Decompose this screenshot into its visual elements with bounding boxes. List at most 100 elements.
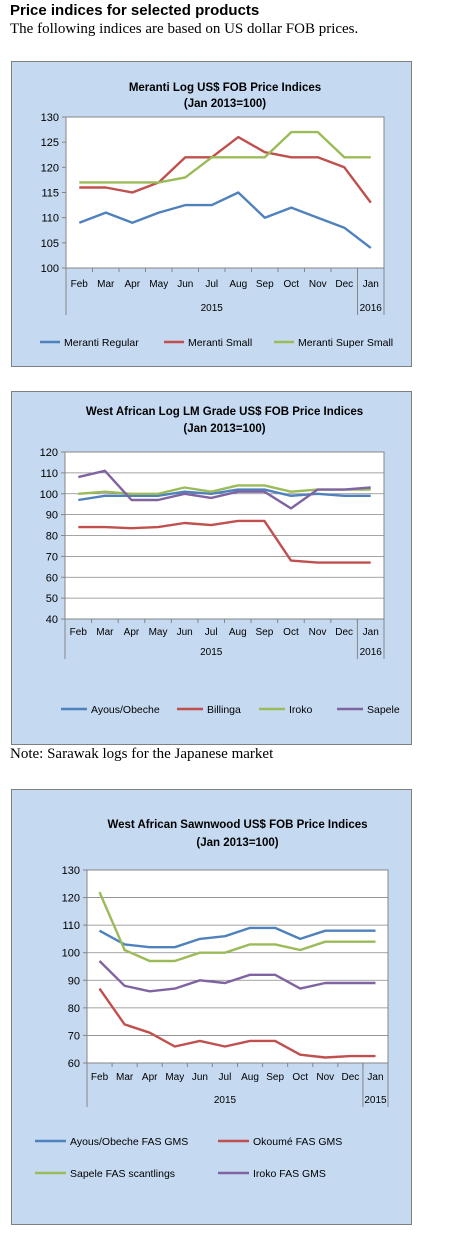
x-tick-label: Jun [192, 1072, 208, 1083]
x-tick-label: Jul [205, 627, 218, 638]
y-tick-label: 80 [46, 531, 58, 543]
plot-area [65, 116, 385, 269]
legend-label: Sapele FAS scantlings [70, 1168, 175, 1180]
x-tick-label: Jun [177, 627, 193, 638]
y-tick-label: 60 [46, 572, 58, 584]
x-tick-label: Oct [283, 279, 299, 290]
chart-subtitle: (Jan 2013=100) [183, 423, 265, 435]
x-tick-label: Jan [367, 1072, 383, 1083]
series-line-2 [79, 135, 372, 204]
x-tick-label: Dec [341, 1072, 359, 1083]
x-tick-label: Mar [96, 627, 114, 638]
chart-title: West African Log LM Grade US$ FOB Price … [86, 406, 363, 418]
legend-label: Ayous/Obeche FAS GMS [70, 1136, 188, 1148]
x-tick-label: Feb [71, 279, 89, 290]
y-tick-label: 120 [40, 447, 58, 459]
west-african-log-chart-panel: West African Log LM Grade US$ FOB Price … [11, 391, 412, 745]
y-tick-label: 40 [46, 614, 58, 626]
legend-label: Meranti Small [188, 337, 252, 349]
meranti-chart: Meranti Log US$ FOB Price Indices (Jan 20… [40, 82, 393, 349]
series-line-4 [98, 960, 376, 993]
y-tick-label: 100 [41, 263, 59, 275]
series-line-4 [78, 469, 371, 510]
x-tick-label: Mar [97, 279, 115, 290]
y-tick-label: 120 [62, 893, 80, 905]
x-tick-label: Jan [363, 627, 379, 638]
x-tick-label: Nov [309, 279, 327, 290]
x-tick-label: Feb [91, 1072, 109, 1083]
x-tick-label: May [149, 279, 168, 290]
legend-label: Ayous/Obeche [91, 704, 160, 716]
x-tick-label: Oct [283, 627, 299, 638]
y-tick-label: 110 [40, 468, 58, 480]
x-tick-label: Dec [335, 279, 353, 290]
meranti-chart-panel: Meranti Log US$ FOB Price Indices (Jan 20… [11, 61, 412, 367]
x-tick-label: Apr [142, 1072, 158, 1083]
y-tick-label: 70 [68, 1030, 80, 1042]
series-line-2 [98, 987, 376, 1059]
x-tick-label: Jan [363, 279, 379, 290]
legend-label: Iroko [289, 704, 313, 716]
series-line-3 [79, 130, 371, 184]
section-heading: Price indices for selected products [10, 2, 260, 19]
x-tick-label: Apr [124, 627, 140, 638]
y-tick-label: 110 [62, 920, 80, 932]
y-tick-label: 70 [46, 551, 58, 563]
y-tick-label: 110 [41, 213, 59, 225]
x-tick-label: Nov [309, 627, 327, 638]
x-tick-label: Oct [292, 1072, 308, 1083]
y-tick-label: 50 [46, 593, 58, 605]
series-line-1 [78, 191, 372, 249]
y-tick-label: 130 [41, 112, 59, 124]
year-label: 2015 [364, 1095, 387, 1106]
west-african-sawnwood-chart-panel: West African Sawnwood US$ FOB Price Indi… [11, 789, 412, 1225]
x-tick-label: Apr [124, 279, 140, 290]
y-tick-label: 115 [41, 188, 59, 200]
y-tick-label: 125 [41, 137, 59, 149]
y-tick-label: 105 [41, 238, 59, 250]
west-african-sawnwood-chart: West African Sawnwood US$ FOB Price Indi… [35, 819, 389, 1180]
legend-label: Billinga [207, 704, 241, 716]
chart-subtitle: (Jan 2013=100) [196, 837, 278, 849]
series-line-1 [98, 926, 376, 949]
chart-title: Meranti Log US$ FOB Price Indices [129, 82, 321, 94]
legend-label: Meranti Regular [64, 337, 139, 349]
x-tick-label: Mar [116, 1072, 134, 1083]
x-tick-label: Aug [229, 279, 247, 290]
legend-label: Meranti Super Small [298, 337, 393, 349]
note-text: Note: Sarawak logs for the Japanese mark… [10, 746, 274, 762]
legend-label: Sapele [367, 704, 400, 716]
x-tick-label: Sep [256, 279, 274, 290]
west-african-log-chart: West African Log LM Grade US$ FOB Price … [40, 406, 400, 716]
legend-label: Iroko FAS GMS [253, 1168, 326, 1180]
x-tick-label: Jul [219, 1072, 232, 1083]
x-tick-label: Jun [177, 279, 193, 290]
x-tick-label: Jul [205, 279, 218, 290]
x-tick-label: Sep [255, 627, 273, 638]
y-tick-label: 80 [68, 1003, 80, 1015]
x-tick-label: Aug [229, 627, 247, 638]
chart-title: West African Sawnwood US$ FOB Price Indi… [107, 819, 367, 831]
x-tick-label: Feb [70, 627, 88, 638]
y-tick-label: 130 [62, 865, 80, 877]
x-tick-label: Aug [241, 1072, 259, 1083]
series-line-2 [78, 519, 371, 564]
y-tick-label: 90 [46, 510, 58, 522]
series-line-3 [98, 891, 376, 963]
year-label: 2015 [200, 647, 223, 658]
year-label: 2015 [201, 303, 224, 314]
y-tick-label: 100 [62, 948, 80, 960]
year-label: 2016 [360, 647, 383, 658]
plot-area [86, 869, 389, 1064]
y-tick-label: 60 [68, 1058, 80, 1070]
y-tick-label: 100 [40, 489, 58, 501]
x-tick-label: Nov [316, 1072, 334, 1083]
year-label: 2015 [214, 1095, 237, 1106]
y-tick-label: 120 [41, 162, 59, 174]
legend-label: Okoumé FAS GMS [253, 1136, 342, 1148]
x-tick-label: May [149, 627, 168, 638]
year-label: 2016 [360, 303, 383, 314]
x-tick-label: May [165, 1072, 184, 1083]
intro-text: The following indices are based on US do… [10, 21, 359, 37]
chart-subtitle: (Jan 2013=100) [184, 98, 266, 110]
